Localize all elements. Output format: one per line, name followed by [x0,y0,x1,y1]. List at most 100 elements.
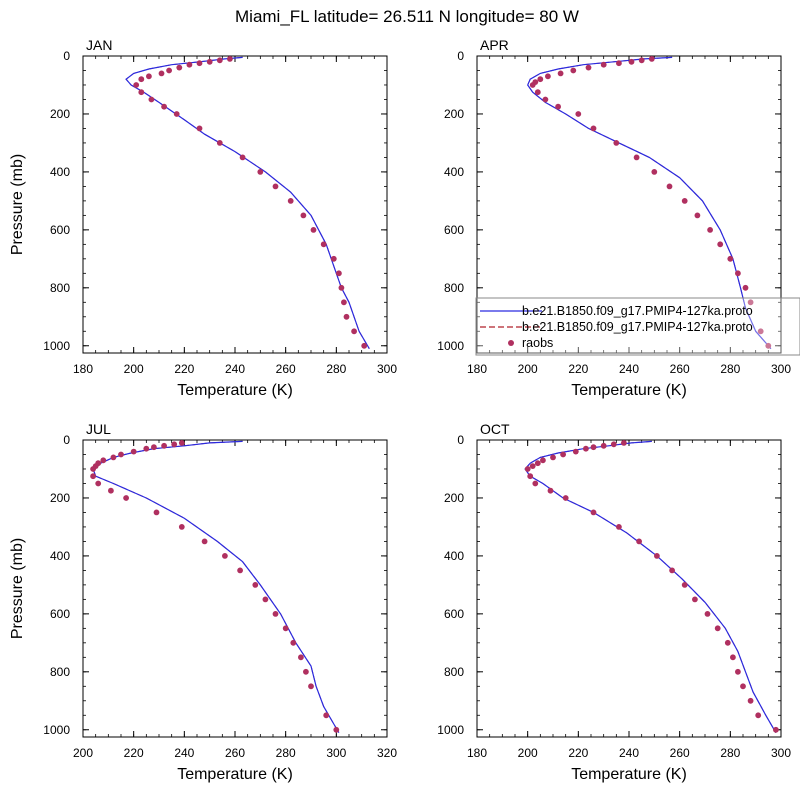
raobs-point [323,712,330,719]
plot-frame-jul [82,439,388,738]
raobs-point [153,509,160,516]
x-tick-label: 260 [670,746,690,760]
x-tick-label: 200 [518,746,538,760]
series-line-dashed [125,56,370,349]
raobs-point [654,553,660,559]
raobs-point [118,451,124,458]
y-axis-label: Pressure (mb) [9,154,26,255]
x-tick-label: 180 [467,746,487,760]
raobs-point [336,270,342,277]
raobs-point [636,538,642,545]
raobs-point [747,697,754,704]
raobs-point [110,454,117,461]
raobs-point [557,70,564,77]
raobs-point [727,255,734,262]
y-tick-label: 800 [444,665,464,679]
raobs-point [765,342,772,349]
y-tick-label: 400 [50,165,70,179]
raobs-point [186,61,193,68]
raobs-point [216,140,223,146]
plot-area-jul [90,440,340,734]
plot-frame-jan [82,55,388,354]
y-tick-label: 0 [63,433,70,447]
raobs-point [330,255,337,262]
raobs-point [151,444,157,451]
y-tick-label: 600 [444,607,464,621]
raobs-point [333,726,340,733]
series-line-model [524,440,777,734]
raobs-point [257,169,264,175]
raobs-point [237,567,244,574]
panel-title-jul: JUL [86,421,111,437]
raobs-point [730,654,736,661]
x-tick-label: 300 [771,362,791,376]
raobs-point [681,198,688,204]
raobs-point [272,183,279,190]
y-tick-label: 200 [444,491,464,505]
series-line-dashed [92,440,340,733]
panel-jul: JUL 200 220 240 260 280 300 320 0 200 400 600 800 100… [9,421,397,783]
raobs-point [303,668,309,675]
raobs-point [351,328,357,335]
legend-label: b.e21.B1850.f09_g17.PMIP4-127ka.proto [522,320,753,334]
x-tick-label: 280 [276,746,296,760]
raobs-point [158,70,165,77]
y-tick-label: 200 [50,491,70,505]
x-tick-label: 320 [377,746,397,760]
raobs-point [534,89,541,96]
x-axis-label: Temperature (K) [177,766,293,783]
raobs-point [747,299,754,306]
raobs-point [100,457,107,464]
y-tick-label: 400 [50,549,70,563]
raobs-point [651,169,658,175]
y-axis-label: Pressure (mb) [9,538,26,639]
raobs-point [176,64,183,71]
raobs-point [717,241,724,248]
series-line-dashed [524,440,777,733]
raobs-point [534,460,541,467]
raobs-point [735,668,741,675]
raobs-point [95,480,102,487]
y-tick-label: 1000 [437,723,464,737]
raobs-point [633,154,640,161]
raobs-point [740,683,746,690]
x-tick-label: 200 [518,362,538,376]
raobs-point [666,183,673,190]
x-axis-label: Temperature (K) [571,382,687,399]
raobs-point [613,140,620,146]
plot-frame-oct [476,439,782,738]
y-tick-label: 200 [50,107,70,121]
raobs-point [130,448,137,455]
y-tick-label: 400 [444,549,464,563]
raobs-point [590,125,597,132]
raobs-point [714,625,721,632]
raobs-point [171,441,178,448]
x-tick-label: 260 [670,362,690,376]
x-tick-label: 300 [771,746,791,760]
raobs-point [138,89,145,96]
raobs-point [161,442,168,449]
x-tick-label: 300 [377,362,397,376]
raobs-point [146,73,152,80]
x-tick-label: 240 [174,746,194,760]
raobs-point [227,56,233,62]
raobs-point [707,227,713,233]
raobs-point [600,61,607,68]
raobs-point [542,96,549,103]
raobs-point [638,57,645,64]
x-tick-label: 280 [720,362,740,376]
raobs-point [201,538,208,545]
x-axis-label: Temperature (K) [571,766,687,783]
raobs-point [648,56,655,62]
x-tick-label: 260 [225,746,245,760]
raobs-point [108,487,114,494]
x-tick-label: 180 [73,362,93,376]
raobs-point [308,683,314,690]
y-tick-label: 0 [457,433,464,447]
y-tick-label: 0 [63,49,70,63]
legend-marker-raobs [508,340,514,346]
raobs-point [222,553,228,559]
raobs-point [590,444,597,451]
y-tick-label: 800 [444,281,464,295]
raobs-point [555,103,561,110]
